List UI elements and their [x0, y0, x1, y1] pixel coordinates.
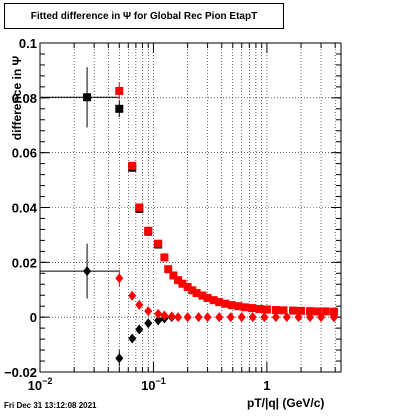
data-point-diamond [115, 353, 124, 364]
data-point-square [144, 226, 153, 235]
x-axis-title: pT/|q| (GeV/c) [247, 396, 325, 410]
data-point-diamond [194, 312, 203, 323]
data-point-diamond [317, 312, 326, 323]
data-point-square [329, 307, 338, 316]
data-point-square [248, 304, 257, 313]
data-point-square [164, 265, 173, 274]
data-point-diamond [128, 333, 137, 344]
data-point-square [188, 286, 197, 295]
data-point-diamond [226, 312, 235, 323]
data-point-square [135, 203, 144, 212]
data-point-square [262, 305, 271, 314]
data-point-diamond [154, 308, 163, 319]
y-tick-label: 0.02 [12, 255, 37, 270]
data-point-square [115, 104, 124, 113]
data-point-square [215, 298, 224, 307]
x-tick-label: 10−1 [141, 376, 166, 393]
data-point-diamond [294, 312, 303, 323]
data-point-diamond [154, 315, 163, 326]
data-point-square [174, 276, 183, 285]
data-point-diamond [135, 324, 144, 335]
data-point-diamond [248, 312, 257, 323]
data-point-diamond [282, 312, 291, 323]
y-tick-label: 0.1 [19, 36, 37, 51]
data-point-square [115, 86, 124, 95]
data-point-diamond [144, 318, 153, 329]
y-tick-label: 0.06 [12, 146, 37, 161]
data-point-square [255, 304, 264, 313]
data-point-square [221, 299, 230, 308]
data-point-diamond [183, 312, 192, 323]
data-point-diamond [237, 312, 246, 323]
y-tick-label: −0.02 [4, 365, 37, 380]
data-point-diamond [260, 312, 269, 323]
data-point-square [203, 293, 212, 302]
data-point-diamond [167, 311, 176, 322]
y-tick-label: 0 [30, 310, 37, 325]
data-point-square [240, 303, 249, 312]
data-point-diamond [144, 306, 153, 317]
data-point-diamond [128, 290, 137, 301]
data-point-square [209, 296, 218, 305]
data-point-diamond [160, 310, 169, 321]
y-tick-label: 0.04 [12, 201, 38, 216]
data-point-square [160, 253, 169, 262]
data-point-square [183, 283, 192, 292]
plot-frame [39, 42, 342, 373]
data-point-square [192, 289, 201, 298]
data-point-square [169, 271, 178, 280]
data-point-square [83, 93, 92, 102]
data-point-square [297, 306, 306, 315]
data-point-diamond [203, 312, 212, 323]
data-point-square [234, 302, 243, 311]
data-point-square [289, 306, 298, 315]
data-point-square [306, 307, 315, 316]
data-point-diamond [115, 273, 124, 284]
data-point-square [154, 239, 163, 248]
data-point-square [321, 307, 330, 316]
data-point-square [128, 161, 137, 170]
y-tick-label: 0.08 [12, 91, 37, 106]
data-point-diamond [174, 312, 183, 323]
data-point-square [178, 279, 187, 288]
data-point-diamond [306, 312, 315, 323]
data-point-diamond [135, 299, 144, 310]
x-tick-label: 10−2 [28, 376, 53, 393]
data-point-square [198, 291, 207, 300]
data-point-square [313, 307, 322, 316]
data-point-square [271, 306, 280, 315]
chart-title: Fitted difference in Ψ for Global Rec Pi… [4, 3, 284, 29]
data-point-diamond [271, 312, 280, 323]
data-point-diamond [329, 312, 338, 323]
data-point-diamond [83, 266, 92, 277]
data-point-diamond [215, 312, 224, 323]
timestamp-footer: Fri Dec 31 13:12:08 2021 [4, 401, 97, 410]
x-tick-label: 1 [263, 378, 270, 393]
y-axis-title: difference in Ψ [10, 55, 24, 141]
data-point-square [279, 306, 288, 315]
data-point-square [227, 301, 236, 310]
